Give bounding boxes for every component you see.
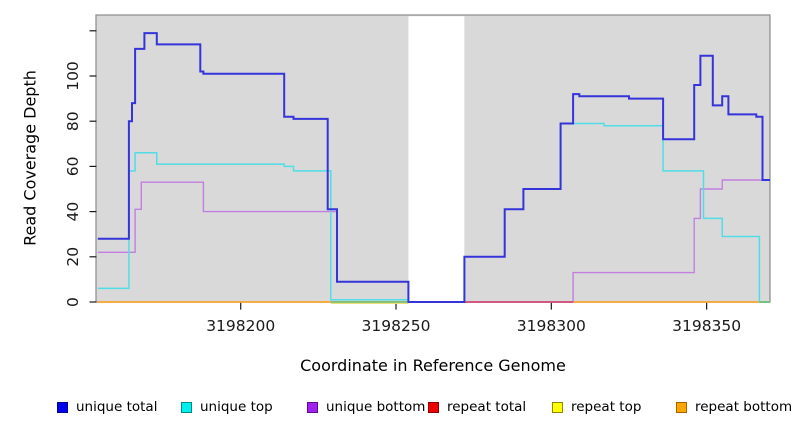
legend-item-unique-bottom: unique bottom <box>307 399 425 415</box>
legend-item-unique-top: unique top <box>181 399 273 415</box>
legend-item-repeat-bottom: repeat bottom <box>676 399 792 415</box>
legend-swatch-repeat-bottom <box>676 401 687 413</box>
x-tick-label: 3198250 <box>362 317 431 335</box>
legend-swatch-unique-total <box>57 401 68 413</box>
y-tick-label: 80 <box>64 111 82 131</box>
legend-swatch-repeat-total <box>428 401 439 413</box>
legend-label: unique total <box>76 399 158 415</box>
y-tick-label: 20 <box>64 247 82 267</box>
legend: unique total unique top unique bottom repea… <box>0 399 792 421</box>
legend-label: unique top <box>200 399 273 415</box>
x-tick-label: 3198350 <box>672 317 741 335</box>
legend-swatch-unique-top <box>181 401 192 413</box>
y-tick-label: 0 <box>64 297 82 307</box>
coverage-gap-region <box>408 16 465 303</box>
x-axis-title: Coordinate in Reference Genome <box>300 356 566 375</box>
legend-label: repeat top <box>571 399 642 415</box>
legend-item-repeat-total: repeat total <box>428 399 526 415</box>
y-axis-title: Read Coverage Depth <box>20 70 40 246</box>
x-tick-label: 3198300 <box>517 317 586 335</box>
legend-item-repeat-top: repeat top <box>552 399 641 415</box>
y-tick-label: 60 <box>64 157 82 177</box>
y-tick-label: 100 <box>64 61 82 91</box>
legend-label: unique bottom <box>326 399 426 415</box>
legend-item-unique-total: unique total <box>57 399 157 415</box>
y-tick-label: 40 <box>64 202 82 222</box>
x-tick-label: 3198200 <box>206 317 275 335</box>
series-line-unique-total <box>97 32 770 303</box>
legend-label: repeat bottom <box>695 399 792 415</box>
legend-swatch-repeat-top <box>552 401 563 413</box>
legend-label: repeat total <box>447 399 527 415</box>
legend-swatch-unique-bottom <box>307 401 318 413</box>
